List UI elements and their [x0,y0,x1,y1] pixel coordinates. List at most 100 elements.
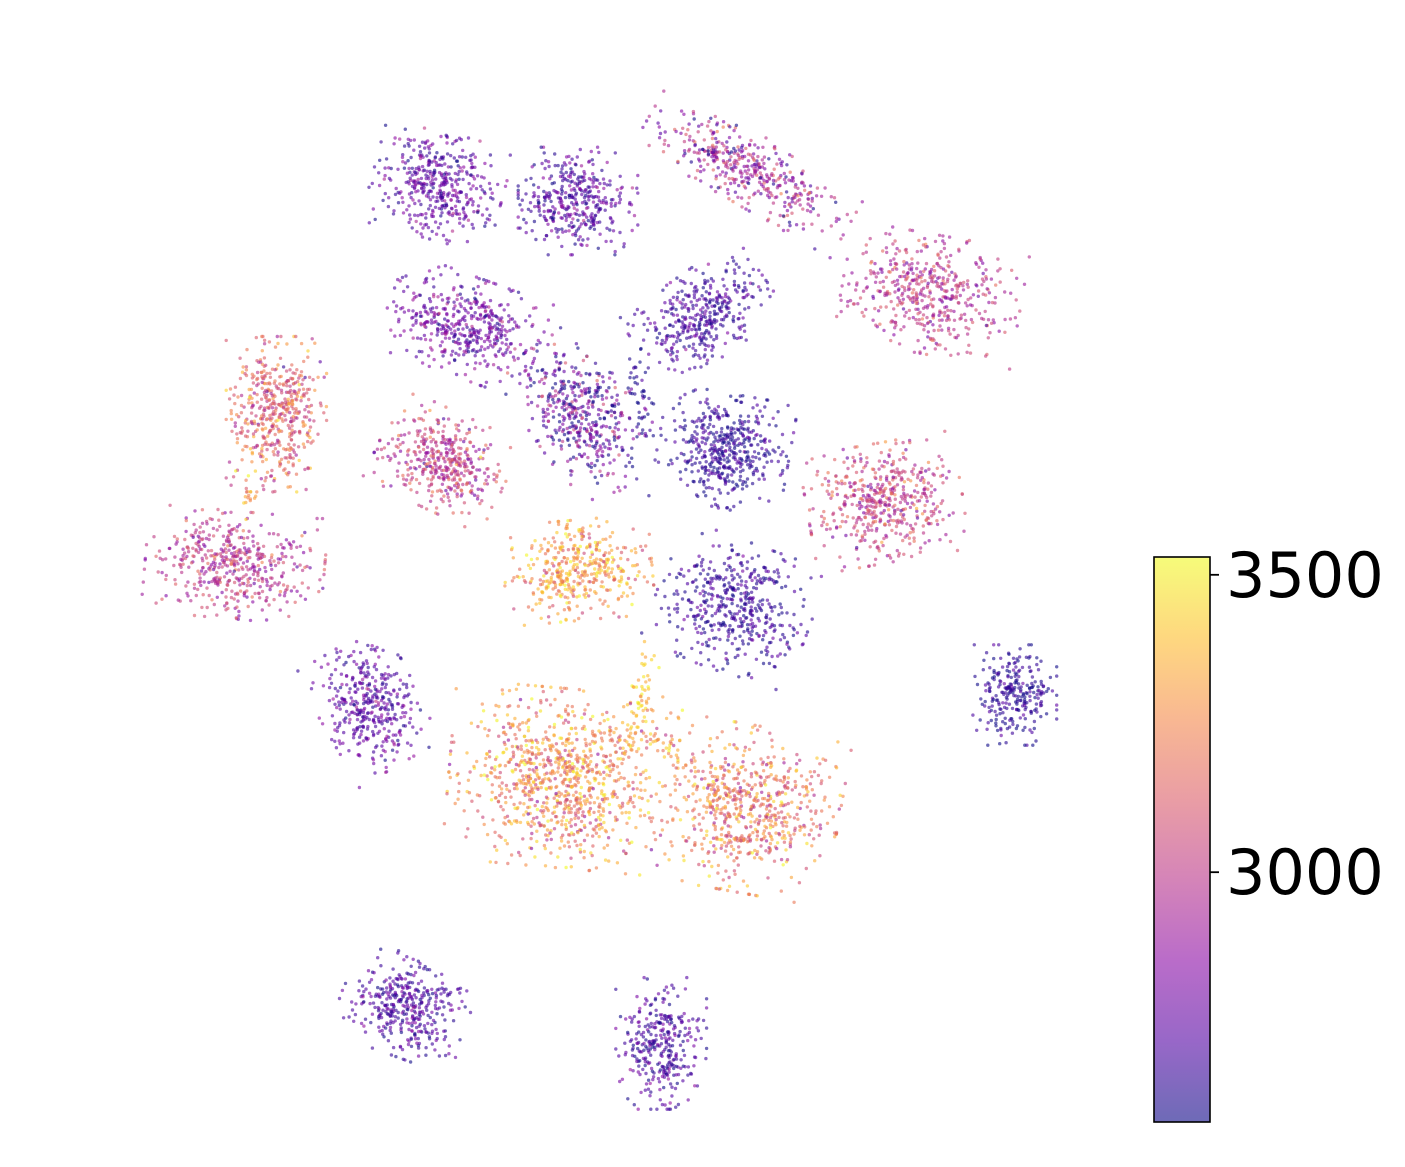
scatter-point [861,252,865,256]
scatter-point [957,247,961,251]
scatter-point [767,157,771,161]
scatter-point [665,283,669,287]
scatter-point [544,234,549,238]
scatter-point [902,517,906,522]
scatter-point [408,466,413,470]
scatter-point [444,488,448,493]
scatter-point [949,353,953,357]
scatter-point [675,313,680,317]
scatter-point [780,471,784,476]
scatter-point [582,427,587,431]
scatter-point [452,300,456,304]
scatter-point [866,484,870,488]
scatter-point [273,368,277,372]
scatter-point [878,280,882,285]
scatter-point [424,194,429,198]
scatter-point [457,319,461,323]
scatter-point [725,432,729,436]
scatter-point [288,453,292,457]
scatter-point [431,455,435,459]
scatter-point [388,351,393,355]
scatter-point [722,464,727,468]
scatter-point [494,314,498,319]
scatter-point [582,452,587,456]
scatter-point [569,188,574,192]
scatter-point [695,288,699,292]
scatter-point [455,297,459,302]
scatter-point [580,454,584,459]
scatter-point [710,486,714,491]
scatter-point [694,328,699,332]
scatter-point [543,199,547,203]
scatter-point [747,305,751,310]
scatter-point [781,488,786,492]
scatter-point [294,407,298,411]
scatter-point [760,158,764,162]
scatter-point [244,565,249,569]
scatter-point [427,488,431,493]
scatter-point [602,416,606,420]
scatter-point [553,207,557,211]
scatter-point [371,207,375,211]
scatter-point [772,167,776,171]
scatter-point [203,553,207,557]
scatter-point [610,221,614,225]
scatter-point [701,480,706,484]
scatter-point [932,297,936,301]
scatter-point [430,467,435,471]
scatter-point [398,333,403,338]
scatter-point [275,386,279,390]
scatter-point [551,205,555,209]
scatter-point [423,432,427,436]
scatter-point [917,282,921,286]
scatter-point [909,479,913,483]
scatter-point [425,462,430,466]
scatter-point [582,195,587,200]
scatter-point [924,245,928,249]
scatter-point [434,232,439,236]
scatter-point [281,365,286,369]
scatter-point [779,192,783,196]
scatter-point [687,267,692,271]
scatter-point [587,399,591,404]
scatter-point [600,453,604,458]
scatter-point [276,450,280,454]
scatter-point [268,371,272,375]
scatter-point [462,165,466,169]
scatter-point [603,196,607,200]
scatter-point [749,173,753,177]
scatter-point [452,467,456,471]
scatter-point [429,478,434,482]
scatter-point [296,390,300,395]
scatter-point [675,336,680,340]
scatter-point [788,170,792,174]
scatter-point [505,337,509,342]
scatter-point [445,319,450,323]
scatter-point [379,447,384,452]
scatter-point [910,262,914,266]
scatter-point [386,204,391,209]
scatter-point [851,493,856,497]
scatter-point [390,437,395,441]
scatter-point [559,216,563,220]
scatter-point [459,460,463,464]
scatter-point [706,162,710,167]
scatter-point [465,325,469,329]
scatter-point [811,507,815,511]
scatter-point [275,441,279,445]
scatter-point [895,483,900,487]
scatter-point [487,325,491,330]
scatter-point [413,440,418,444]
scatter-point [882,508,886,513]
scatter-point [579,222,584,226]
scatter-point [427,177,431,181]
scatter-point [422,303,426,308]
scatter-point [878,477,883,482]
scatter-point [752,172,757,176]
scatter-point [970,320,975,325]
scatter-point [459,488,463,492]
scatter-point [664,438,668,442]
scatter-point [260,386,264,390]
scatter-point [736,195,740,199]
scatter-point [680,325,684,329]
